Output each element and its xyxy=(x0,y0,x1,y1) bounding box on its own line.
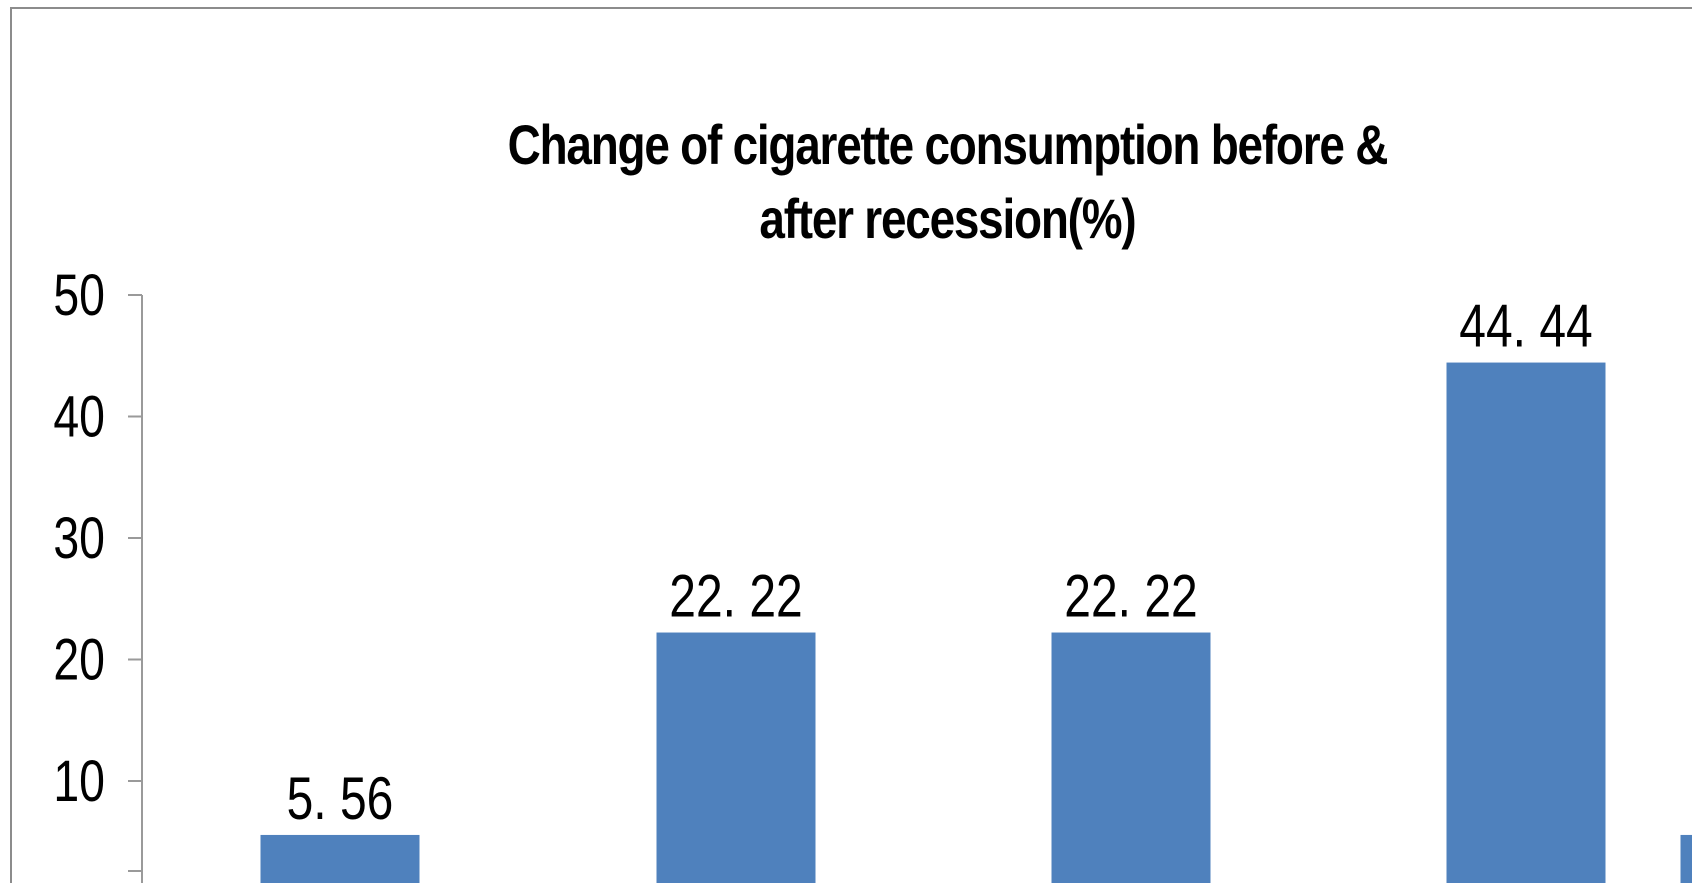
chart-border xyxy=(10,7,1692,883)
data-label: 22. 22 xyxy=(669,562,802,629)
bar xyxy=(260,834,420,883)
chart-title: Change of cigarette consumption before &… xyxy=(507,113,1389,250)
bar xyxy=(1680,834,1692,883)
y-tick-label: 40 xyxy=(53,385,105,450)
y-tick-label: 20 xyxy=(53,628,105,693)
data-label: 5. 56 xyxy=(287,765,394,832)
bar-series xyxy=(260,362,1692,883)
data-label: 44. 44 xyxy=(1459,292,1592,359)
y-tick-label: 50 xyxy=(53,263,105,328)
y-tick-label: 30 xyxy=(53,506,105,571)
y-axis: 10 20 30 40 50 xyxy=(53,263,143,883)
bar xyxy=(1446,362,1606,883)
bar xyxy=(656,632,816,883)
bar xyxy=(1051,632,1211,883)
y-tick-label: 10 xyxy=(53,749,105,814)
data-label: 22. 22 xyxy=(1064,562,1197,629)
